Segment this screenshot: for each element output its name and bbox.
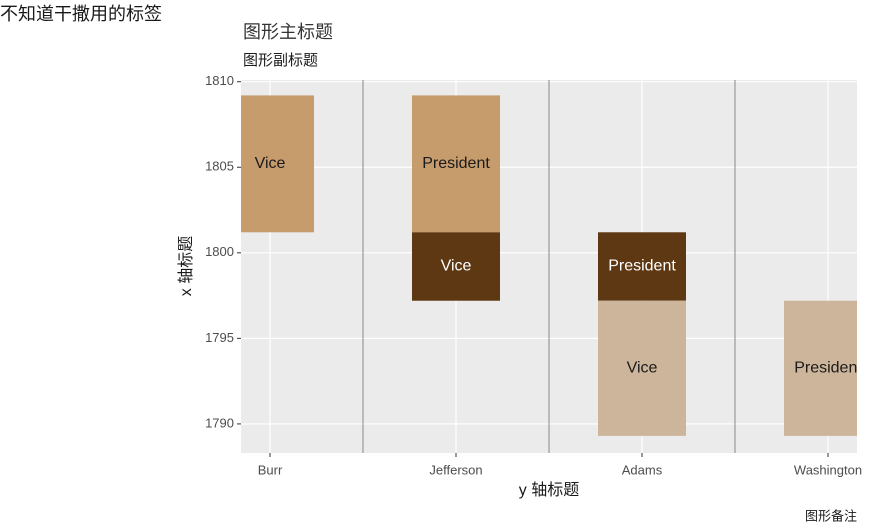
bar-label: President xyxy=(422,155,490,172)
y-axis-label: x 轴标题 xyxy=(177,236,195,296)
y-tick-label: 1810 xyxy=(205,73,234,88)
bar xyxy=(598,300,686,436)
bar-label: Vice xyxy=(255,155,286,172)
y-tick-label: 1790 xyxy=(205,415,234,430)
bar-label: President xyxy=(794,360,862,377)
bar xyxy=(412,95,500,233)
y-tick-label: 1795 xyxy=(205,330,234,345)
y-tick-label: 1805 xyxy=(205,159,234,174)
x-axis-label: y 轴标题 xyxy=(519,481,579,499)
bar-label: Vice xyxy=(627,360,658,377)
caption: 图形备注 xyxy=(805,508,857,523)
y-tick-label: 1800 xyxy=(205,244,234,259)
x-tick-label: Adams xyxy=(622,462,663,477)
page-tag: 不知道干撒用的标签 xyxy=(0,4,162,24)
x-tick-label: Jefferson xyxy=(429,462,482,477)
bar xyxy=(241,95,314,233)
bar xyxy=(784,300,857,436)
chart-subtitle: 图形副标题 xyxy=(243,52,318,69)
x-tick-label: Washington xyxy=(794,462,862,477)
chart-title: 图形主标题 xyxy=(243,22,333,42)
bar-label: President xyxy=(608,258,676,275)
x-tick-label: Burr xyxy=(258,462,283,477)
bar-label: Vice xyxy=(441,258,472,275)
bar xyxy=(412,232,500,301)
bar xyxy=(598,232,686,301)
